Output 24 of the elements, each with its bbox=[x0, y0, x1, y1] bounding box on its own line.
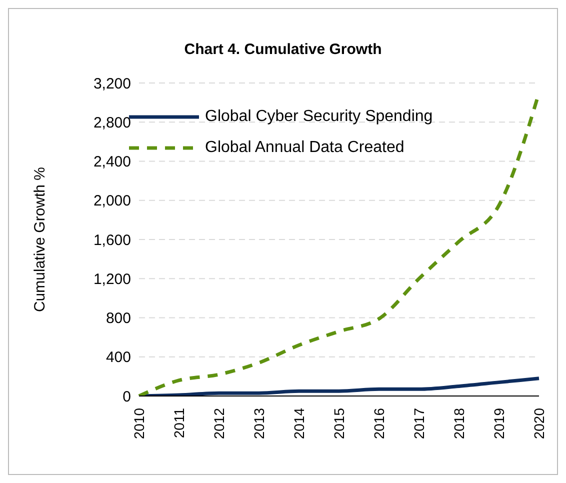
y-tick-label: 1,600 bbox=[93, 232, 131, 249]
y-tick-label: 1,200 bbox=[93, 270, 131, 288]
legend-label: Global Cyber Security Spending bbox=[205, 107, 433, 127]
y-tick-label: 2,800 bbox=[93, 114, 131, 132]
y-tick-label: 400 bbox=[106, 349, 131, 366]
y-tick-label: 800 bbox=[106, 310, 131, 328]
x-tick-label: 2016 bbox=[371, 408, 387, 440]
x-tick-label: 2013 bbox=[251, 408, 267, 440]
y-tick-label: 0 bbox=[122, 388, 131, 406]
y-tick-label: 3,200 bbox=[93, 75, 131, 92]
y-axis-title: Cumulative Growth % bbox=[31, 166, 48, 312]
x-tick-label: 2011 bbox=[171, 408, 187, 438]
x-tick-label: 2018 bbox=[451, 408, 467, 440]
x-tick-label: 2019 bbox=[491, 408, 507, 440]
x-tick-label: 2014 bbox=[291, 408, 307, 440]
y-tick-label: 2,400 bbox=[93, 154, 131, 171]
x-tick-label: 2017 bbox=[411, 408, 427, 440]
legend-label: Global Annual Data Created bbox=[205, 138, 404, 158]
x-tick-label: 2020 bbox=[531, 408, 547, 440]
y-tick-label: 2,000 bbox=[93, 192, 131, 210]
chart-title: Chart 4. Cumulative Growth bbox=[183, 41, 383, 58]
x-tick-label: 2010 bbox=[131, 408, 147, 440]
x-tick-label: 2015 bbox=[331, 408, 347, 440]
x-tick-label: 2012 bbox=[211, 408, 227, 440]
